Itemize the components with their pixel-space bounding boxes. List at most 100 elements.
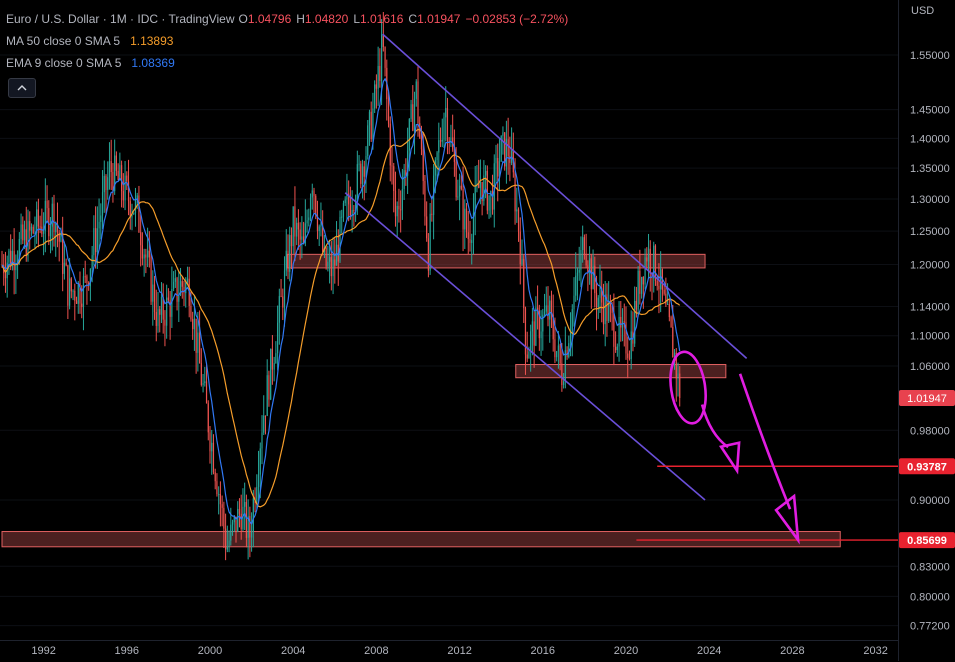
x-tick-label: 2012 [447,645,471,657]
candle-body [95,228,97,253]
candle-body [98,221,100,229]
candle-body [240,513,242,530]
candle-body [75,300,78,304]
candle-body [167,297,169,301]
candle-body [601,288,603,303]
candle-body [431,213,433,215]
candle-body [140,232,142,246]
ma-indicator-name: MA 50 close 0 SMA 5 [6,34,121,48]
candle-body [110,161,112,173]
candle-body [183,286,185,294]
candle-body [202,383,204,386]
candle-body [257,474,260,487]
candle-body [486,170,488,211]
price-zone[interactable] [1,531,841,548]
candle-body [422,149,424,182]
collapse-legend-button[interactable] [8,78,36,98]
candle-body [554,339,556,358]
candle-body [663,289,665,294]
candle-body [249,516,251,538]
arrow-1-shaft[interactable] [700,404,729,449]
candle-body [677,373,679,379]
channel-lower-line[interactable] [344,192,706,501]
candle-body [79,283,81,304]
candle-body [96,228,98,253]
candle-body [646,257,648,262]
candle-body [233,516,235,523]
candle-body [107,177,109,191]
price-axis[interactable]: USD [898,0,955,661]
y-tick-label: 1.45000 [910,105,950,117]
candle-body [226,546,228,550]
candle-body [665,293,667,305]
last-price-badge [899,389,955,406]
candle-body [353,210,355,212]
candle-body [205,381,208,404]
y-tick-label: 1.40000 [910,133,950,145]
candle-body [218,493,220,495]
drawings[interactable] [344,33,898,545]
candle-body [316,215,319,232]
arrow-1-head[interactable] [718,441,741,475]
candle-body [507,139,509,157]
close-label: C [408,12,418,26]
candle-body [48,208,50,237]
candle-body [412,104,414,131]
price-zone[interactable] [286,253,706,269]
price-zone[interactable] [515,364,727,379]
highlight-circle[interactable] [666,350,710,426]
target-price-label: 0.85699 [907,535,947,547]
candle-body [238,508,241,514]
candle-body [221,504,223,508]
candle-body [252,498,254,532]
candle-body [131,213,133,218]
candle-body [592,265,594,290]
candle-body [557,345,559,352]
candle-body [296,222,298,237]
candle-body [25,229,27,256]
candle-body [429,213,431,271]
candle-body [401,188,403,210]
candle-body [455,161,457,198]
candle-body [483,175,485,202]
time-axis[interactable] [0,640,898,662]
channel-upper-line[interactable] [382,33,748,359]
candle-body [91,255,93,269]
candle-body [485,170,487,176]
candle-body [502,132,504,136]
candle-body [654,245,657,281]
candle-body [410,104,412,119]
support-resistance-zones[interactable] [1,253,841,548]
candle-body [173,281,175,289]
candle-body [294,206,296,237]
candle-body [263,415,265,433]
candle-body [204,381,206,384]
candle-body [556,351,558,358]
candle-body [138,195,140,233]
candle-body [582,237,584,251]
candle-body [292,206,294,247]
candle-body [368,111,371,126]
candle-body [566,350,568,357]
symbol-title[interactable]: Euro / U.S. Dollar · 1M · IDC · TradingV… [6,12,235,26]
candle-body [251,531,253,538]
candle-body [74,290,76,301]
candle-body [318,226,320,232]
candle-body [46,200,48,209]
candle-body [136,195,138,200]
ma-legend-row[interactable]: MA 50 close 0 SMA 5 1.13893 [6,30,573,52]
arrow-2-shaft[interactable] [738,373,792,510]
arrow-2-head[interactable] [774,493,800,545]
candle-body [308,217,310,221]
candle-body [467,232,469,240]
candle-body [101,192,104,216]
candle-body [287,250,289,272]
candle-body [578,269,580,273]
candle-body [604,294,606,325]
low-value: 1.01616 [360,12,404,26]
candle-body [514,172,516,212]
candle-body [289,235,291,272]
candle-body [465,208,468,233]
ema-legend-row[interactable]: EMA 9 close 0 SMA 5 1.08369 [6,52,573,74]
